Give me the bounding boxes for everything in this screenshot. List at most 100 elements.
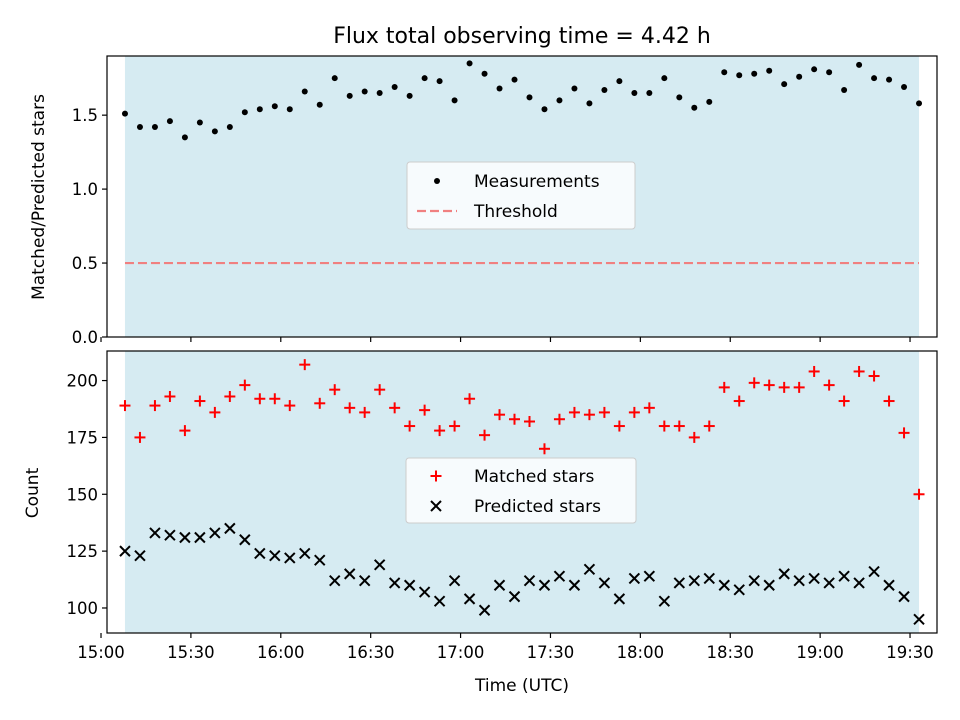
measurement-point — [361, 88, 368, 95]
bottom-legend-box — [405, 457, 637, 524]
predicted-point-b — [523, 574, 536, 587]
legend-measurement-marker — [434, 178, 440, 184]
bottom-x-tick-label: 15:30 — [167, 643, 215, 662]
measurement-point — [466, 60, 473, 67]
predicted-point — [403, 579, 416, 591]
predicted-point — [898, 590, 910, 603]
bottom-panel: 100 125 150 175 200 15:00 15:30 16:00 16:30 17:00… — [67, 350, 938, 662]
bottom-x-tick-label: 17:00 — [437, 643, 485, 662]
matched-point — [449, 420, 461, 432]
predicted-point-b — [134, 549, 146, 562]
matched-point — [568, 406, 580, 418]
matched-point — [538, 443, 550, 455]
predicted-point-b — [583, 563, 596, 576]
matched-point — [329, 384, 341, 396]
measurement-point — [166, 118, 173, 125]
bottom-x-tick-label: 18:30 — [706, 643, 754, 662]
predicted-point-b — [613, 593, 626, 605]
matched-point — [673, 420, 685, 432]
measurement-point — [586, 100, 593, 107]
predicted-point — [134, 549, 146, 562]
predicted-point-b — [194, 531, 206, 544]
bottom-y-tick-label: 100 — [67, 599, 99, 618]
predicted-point-b — [643, 570, 656, 582]
predicted-point — [239, 534, 251, 546]
matched-point — [718, 381, 730, 393]
measurement-point — [376, 89, 383, 96]
measurement-point — [541, 106, 548, 113]
measurement-point — [301, 88, 308, 95]
predicted-point-b — [808, 572, 820, 585]
bottom-x-tick-label: 19:30 — [886, 643, 934, 662]
predicted-point — [448, 574, 461, 587]
predicted-point-b — [793, 574, 805, 587]
predicted-point-b — [284, 552, 296, 564]
matched-point — [688, 431, 700, 443]
predicted-point — [388, 577, 401, 589]
predicted-point-b — [269, 549, 281, 562]
predicted-point — [703, 572, 715, 585]
bottom-x-tick-label: 16:00 — [257, 643, 305, 662]
predicted-point-b — [598, 577, 611, 589]
legend-measurements-label: Measurements — [474, 172, 600, 192]
bottom-x-tick-label: 19:00 — [796, 643, 844, 662]
matched-point — [284, 400, 296, 412]
measurement-point — [316, 101, 323, 108]
matched-point — [299, 359, 311, 371]
predicted-point-b — [493, 579, 506, 591]
predicted-point — [568, 579, 581, 591]
matched-point — [194, 395, 206, 407]
predicted-point — [344, 568, 356, 580]
matched-point — [224, 390, 236, 402]
measurement-point — [841, 87, 848, 94]
predicted-point — [493, 579, 506, 591]
predicted-point — [433, 595, 446, 607]
matched-point — [778, 381, 790, 393]
measurement-point — [286, 106, 293, 113]
matched-point — [748, 377, 760, 389]
predicted-point — [778, 568, 790, 580]
predicted-point — [329, 574, 341, 587]
predicted-point-b — [403, 579, 416, 591]
predicted-point-b — [658, 595, 671, 607]
predicted-point — [508, 590, 521, 603]
matched-point — [164, 390, 176, 402]
predicted-point-b — [883, 579, 895, 591]
predicted-point-b — [254, 547, 266, 560]
measurement-point — [511, 76, 518, 83]
matched-point — [883, 395, 895, 407]
predicted-point — [463, 593, 476, 605]
top-legend: Measurements Threshold — [406, 161, 636, 230]
top-y-tick-label: 0.5 — [72, 254, 98, 273]
measurement-point — [526, 94, 533, 101]
predicted-point-b — [418, 586, 431, 598]
predicted-point — [538, 579, 551, 591]
matched-point — [898, 427, 910, 439]
measurement-point — [496, 85, 503, 92]
measurement-point — [826, 69, 833, 76]
measurement-point — [676, 94, 683, 101]
predicted-point — [418, 586, 431, 598]
x-axis-label: Time (UTC) — [474, 676, 569, 696]
bottom-legend: Matched stars Predicted stars — [405, 457, 637, 524]
predicted-point-b — [358, 574, 371, 587]
measurement-point — [901, 84, 908, 91]
predicted-point-b — [733, 584, 745, 596]
predicted-point-b — [329, 574, 341, 587]
matched-point — [314, 397, 326, 409]
measurement-point — [421, 75, 428, 82]
top-axes-frame — [106, 55, 938, 338]
predicted-point — [314, 554, 326, 566]
predicted-point — [823, 577, 835, 589]
predicted-point — [793, 574, 805, 587]
predicted-point-b — [119, 545, 131, 557]
predicted-point-b — [913, 613, 925, 626]
matched-point — [658, 420, 670, 432]
predicted-point-b — [149, 527, 161, 539]
legend-threshold-label: Threshold — [473, 202, 558, 222]
measurement-point — [391, 84, 398, 91]
predicted-point-b — [673, 577, 686, 589]
predicted-point — [119, 545, 131, 557]
measurement-point — [706, 98, 713, 105]
predicted-point — [868, 565, 880, 578]
